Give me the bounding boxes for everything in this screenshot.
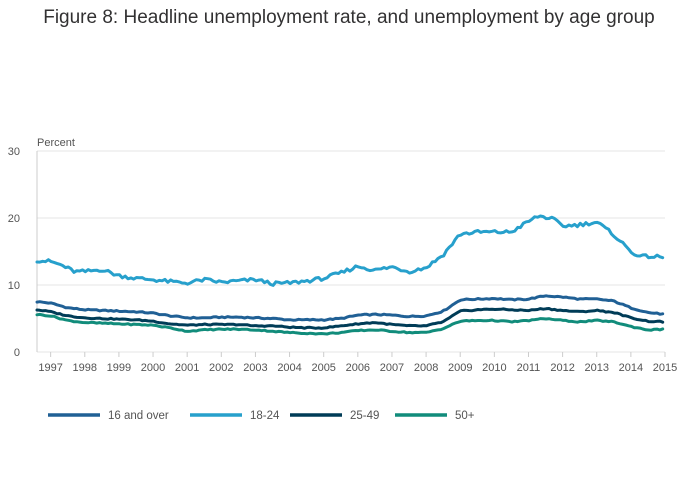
- series-line-18-24: [35, 214, 665, 287]
- x-tick-label: 2014: [619, 362, 643, 374]
- y-axis-label: Percent: [37, 137, 75, 149]
- x-tick-label: 2012: [550, 362, 574, 374]
- x-tick-label: 2001: [175, 362, 199, 374]
- x-axis-ticks: 1997 1998 1999 2000 2001 2002 2003 2004 2005 2006…: [38, 352, 677, 374]
- legend: 16 and over 18-24 25-49 50+: [48, 410, 475, 422]
- x-tick-label: 2007: [380, 362, 404, 374]
- x-tick-label: 2003: [243, 362, 267, 374]
- x-tick-label: 2015: [653, 362, 677, 374]
- x-tick-label: 2006: [346, 362, 370, 374]
- y-tick-label: 0: [14, 347, 20, 359]
- legend-item: 50+: [395, 410, 475, 422]
- x-tick-label: 2000: [141, 362, 165, 374]
- legend-item: 16 and over: [48, 410, 169, 422]
- x-tick-label: 2002: [209, 362, 233, 374]
- legend-label: 18-24: [250, 410, 280, 422]
- series-line-16-and-over: [35, 294, 665, 322]
- y-axis-ticks: 0 10 20 30: [8, 146, 20, 359]
- series-lines: [35, 214, 665, 336]
- grid-lines: [36, 150, 665, 353]
- legend-label: 16 and over: [108, 410, 169, 422]
- x-tick-label: 1999: [107, 362, 131, 374]
- series-line-25-49: [35, 307, 665, 330]
- legend-label: 50+: [455, 410, 475, 422]
- x-tick-label: 2010: [482, 362, 506, 374]
- legend-item: 25-49: [290, 410, 379, 422]
- x-tick-label: 2013: [584, 362, 608, 374]
- x-tick-label: 2004: [277, 362, 301, 374]
- x-tick-label: 2011: [517, 362, 541, 374]
- series-line-50-: [35, 312, 665, 336]
- x-tick-label: 1998: [73, 362, 97, 374]
- legend-item: 18-24: [190, 410, 280, 422]
- legend-label: 25-49: [350, 410, 379, 422]
- x-tick-label: 2005: [311, 362, 335, 374]
- x-tick-label: 1997: [38, 362, 62, 374]
- x-tick-label: 2009: [448, 362, 472, 374]
- chart-title: Figure 8: Headline unemployment rate, an…: [43, 7, 655, 28]
- y-tick-label: 10: [8, 280, 20, 292]
- y-tick-label: 30: [8, 146, 20, 158]
- x-tick-label: 2008: [414, 362, 438, 374]
- y-tick-label: 20: [8, 213, 20, 225]
